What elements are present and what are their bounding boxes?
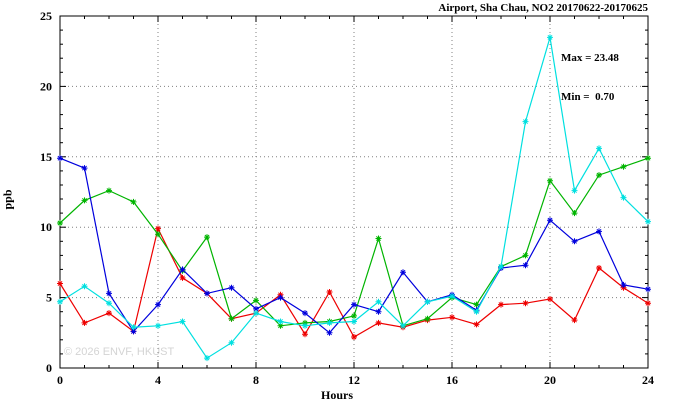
y-tick-label-25: 25 bbox=[40, 9, 52, 23]
x-tick-label-12: 12 bbox=[348, 373, 360, 387]
min-label: Min = 0.70 bbox=[561, 91, 615, 103]
max-min-annotation: Max = 23.48 Min = 0.70 bbox=[561, 26, 619, 130]
y-tick-label-10: 10 bbox=[40, 220, 52, 234]
y-tick-label-20: 20 bbox=[40, 79, 52, 93]
x-tick-label-8: 8 bbox=[253, 373, 259, 387]
chart-title: Airport, Sha Chau, NO2 20170622-20170625 bbox=[438, 2, 648, 14]
x-tick-label-20: 20 bbox=[544, 373, 556, 387]
y-tick-label-0: 0 bbox=[46, 361, 52, 375]
x-tick-label-16: 16 bbox=[446, 373, 458, 387]
max-label: Max = 23.48 bbox=[561, 52, 619, 64]
x-tick-label-24: 24 bbox=[642, 373, 654, 387]
y-tick-label-5: 5 bbox=[46, 291, 52, 305]
x-tick-label-4: 4 bbox=[155, 373, 161, 387]
y-tick-label-15: 15 bbox=[40, 150, 52, 164]
series-markers-cyan bbox=[57, 34, 651, 362]
x-tick-label-0: 0 bbox=[57, 373, 63, 387]
watermark: © 2026 ENVF, HKUST bbox=[64, 346, 175, 358]
series-line-cyan bbox=[59, 37, 649, 359]
x-axis-label: Hours bbox=[320, 388, 353, 402]
